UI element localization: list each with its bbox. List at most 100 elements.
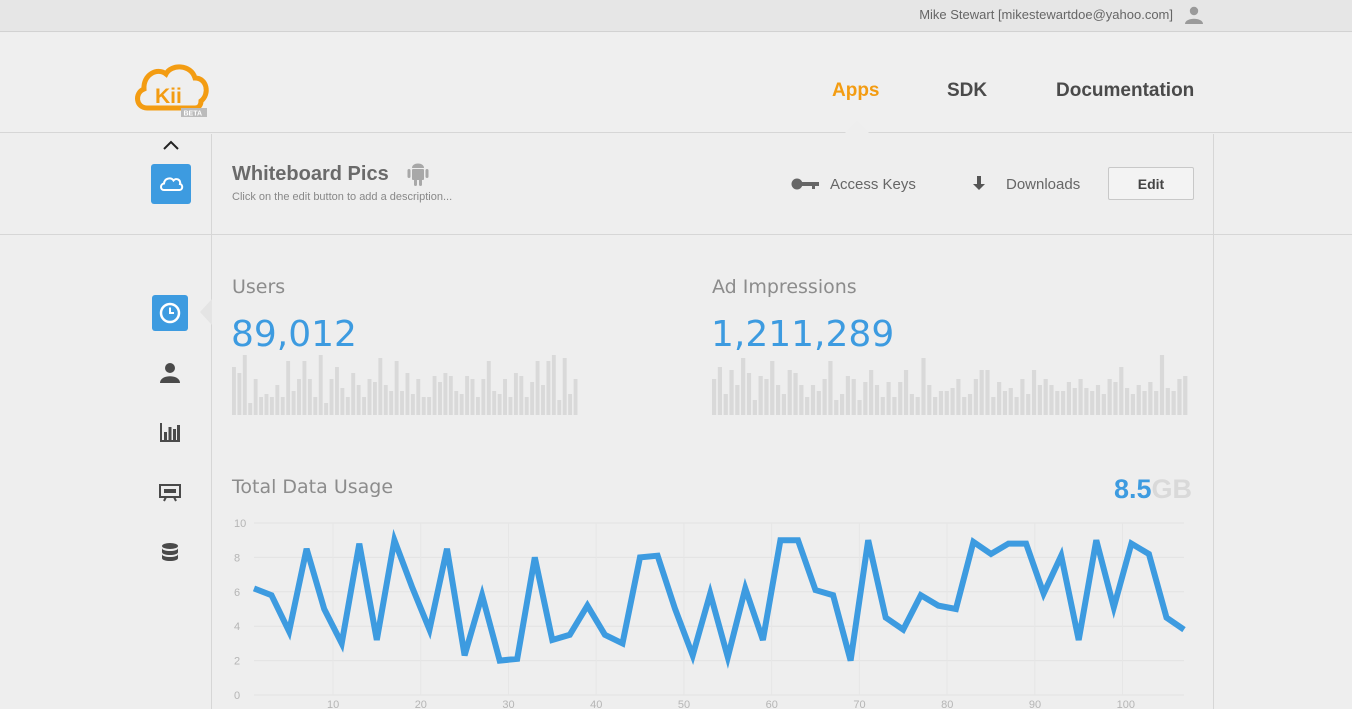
ads-spark-bar [1037, 385, 1042, 415]
ads-spark-bar [1095, 385, 1101, 415]
users-spark-bar [259, 397, 264, 415]
users-spark-bar [280, 397, 285, 415]
app-description: Click on the edit button to add a descri… [232, 191, 453, 203]
kii-cloud-logo[interactable]: Kii BETA [133, 61, 213, 119]
data-usage-point [1146, 551, 1152, 557]
y-tick-label: 0 [234, 690, 240, 702]
nav-apps[interactable]: Apps [832, 80, 880, 101]
key-icon[interactable] [790, 177, 820, 191]
sidebar-item-users[interactable] [152, 355, 188, 391]
users-spark-bar [269, 397, 274, 415]
users-spark-bar [454, 391, 459, 415]
y-tick-label: 2 [234, 656, 240, 668]
data-usage-point [637, 554, 643, 560]
users-spark-bar [459, 394, 464, 415]
ads-spark-bar [880, 397, 885, 415]
ad-impressions-label: Ad Impressions [712, 276, 857, 298]
ads-spark-bar [752, 400, 757, 415]
users-sparkline [232, 355, 578, 415]
users-spark-bar [486, 361, 491, 415]
ads-spark-bar [1183, 376, 1188, 415]
ad-impressions-sparkline [712, 355, 1188, 415]
app-cloud-button[interactable] [151, 164, 191, 204]
ads-spark-bar [729, 370, 734, 415]
ads-spark-bar [933, 397, 938, 415]
database-icon [162, 543, 178, 561]
users-spark-bar [389, 391, 394, 415]
users-spark-bar [557, 400, 562, 415]
data-usage-point [286, 628, 292, 634]
data-usage-point [742, 585, 748, 591]
sidebar-item-ads[interactable] [152, 474, 188, 510]
users-spark-bar [497, 394, 502, 415]
main-header: Kii BETA Apps SDK Documentation [0, 33, 1352, 133]
data-usage-point [374, 637, 380, 643]
y-tick-label: 4 [234, 621, 240, 633]
ads-spark-bar [1072, 388, 1077, 415]
access-keys-link[interactable]: Access Keys [830, 176, 916, 193]
users-spark-bar [405, 373, 410, 415]
user-icon [160, 363, 180, 383]
ads-spark-bar [903, 370, 909, 415]
ads-spark-bar [1177, 379, 1182, 415]
x-tick-label: 60 [766, 699, 778, 709]
ads-spark-bar [1026, 394, 1031, 415]
users-spark-bar [524, 397, 529, 415]
ads-spark-bar [979, 370, 984, 415]
users-spark-bar [410, 394, 415, 415]
ads-spark-bar [886, 382, 891, 415]
ads-spark-bar [1142, 391, 1147, 415]
download-icon[interactable] [971, 175, 987, 193]
sidebar-item-data[interactable] [152, 535, 188, 571]
data-usage-point [304, 546, 310, 552]
data-usage-point [953, 606, 959, 612]
ads-spark-bar [1125, 388, 1130, 415]
data-usage-point [1181, 627, 1187, 633]
sidebar-item-analytics[interactable] [152, 414, 188, 450]
users-spark-bar [372, 382, 377, 415]
ads-spark-bar [770, 361, 775, 415]
ads-spark-bar [1154, 391, 1159, 415]
users-label: Users [232, 276, 286, 298]
users-spark-bar [513, 373, 518, 415]
y-tick-label: 10 [234, 518, 246, 530]
data-usage-point [690, 652, 696, 658]
ads-spark-bar [1066, 382, 1072, 415]
users-spark-bar [508, 397, 513, 415]
users-spark-bar [427, 397, 432, 415]
ads-spark-bar [839, 394, 845, 415]
data-usage-point [251, 585, 257, 591]
users-spark-bar [546, 361, 551, 415]
user-icon[interactable] [1184, 6, 1204, 24]
data-usage-point [900, 627, 906, 633]
data-usage-total: 8.5GB [1114, 474, 1192, 505]
data-usage-point [549, 637, 555, 643]
top-bar: Mike Stewart [mikestewartdoe@yahoo.com] [0, 0, 1352, 32]
data-usage-point [1164, 615, 1170, 621]
ads-spark-bar [787, 370, 792, 415]
users-spark-bar [275, 385, 280, 415]
x-tick-label: 10 [327, 699, 339, 709]
user-account-label[interactable]: Mike Stewart [mikestewartdoe@yahoo.com] [919, 7, 1173, 22]
sidebar-item-overview[interactable] [152, 295, 188, 331]
nav-documentation[interactable]: Documentation [1056, 80, 1195, 101]
data-usage-point [1041, 591, 1047, 597]
nav-sdk[interactable]: SDK [947, 80, 988, 101]
ads-spark-bar [816, 391, 821, 415]
data-usage-point [1128, 541, 1134, 547]
ads-spark-bar [1020, 379, 1025, 415]
users-spark-bar [340, 388, 345, 415]
monitor-icon [159, 484, 181, 502]
users-spark-bar [324, 403, 329, 415]
ads-spark-bar [781, 394, 786, 415]
chevron-up-icon[interactable] [161, 138, 181, 152]
ads-spark-bar [962, 397, 967, 415]
users-spark-bar [335, 367, 339, 415]
data-usage-point [760, 637, 766, 643]
downloads-link[interactable]: Downloads [1006, 176, 1081, 193]
ads-spark-bar [973, 379, 978, 415]
users-spark-bar [237, 373, 242, 415]
ads-spark-bar [775, 385, 781, 415]
data-usage-point [269, 592, 275, 598]
edit-button[interactable]: Edit [1108, 167, 1194, 200]
